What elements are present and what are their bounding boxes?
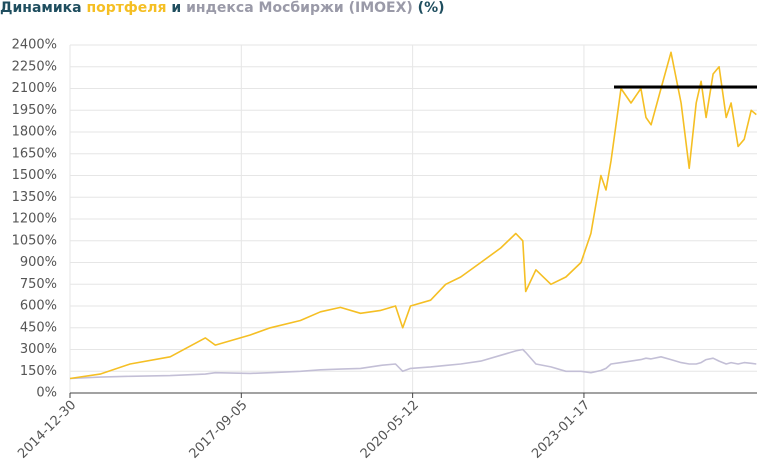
y-tick-label: 1800%: [12, 125, 57, 140]
series-line: [69, 348, 757, 380]
title-middle: и: [171, 0, 181, 16]
y-tick-label: 2100%: [12, 81, 57, 96]
y-tick-label: 750%: [20, 277, 57, 292]
y-tick-label: 450%: [20, 320, 57, 335]
y-tick-label: 1950%: [12, 103, 57, 118]
title-prefix: Динамика: [0, 0, 82, 16]
y-tick-label: 1650%: [12, 146, 57, 161]
y-tick-label: 1050%: [12, 233, 57, 248]
y-tick-label: 600%: [20, 299, 57, 314]
y-tick-label: 900%: [20, 255, 57, 270]
title-suffix: (%): [418, 0, 445, 16]
y-tick-label: 0%: [36, 386, 57, 401]
y-tick-label: 2250%: [12, 59, 57, 74]
y-tick-label: 2400%: [12, 38, 57, 53]
title-series-0: портфеля: [86, 0, 166, 16]
series-line: [69, 51, 757, 380]
y-tick-label: 1500%: [12, 168, 57, 183]
x-tick-label: 2023-01-17: [529, 398, 593, 462]
y-tick-label: 1200%: [12, 212, 57, 227]
y-tick-label: 300%: [20, 342, 57, 357]
x-tick-label: 2014-12-30: [15, 398, 79, 462]
title-series-1: индекса Мосбиржи (IMOEX): [186, 0, 413, 16]
y-tick-label: 1350%: [12, 190, 57, 205]
chart-title: Динамика портфеля и индекса Мосбиржи (IM…: [0, 0, 445, 16]
y-tick-label: 150%: [20, 364, 57, 379]
x-tick-label: 2020-05-12: [358, 398, 422, 462]
x-tick-label: 2017-09-05: [187, 398, 251, 462]
